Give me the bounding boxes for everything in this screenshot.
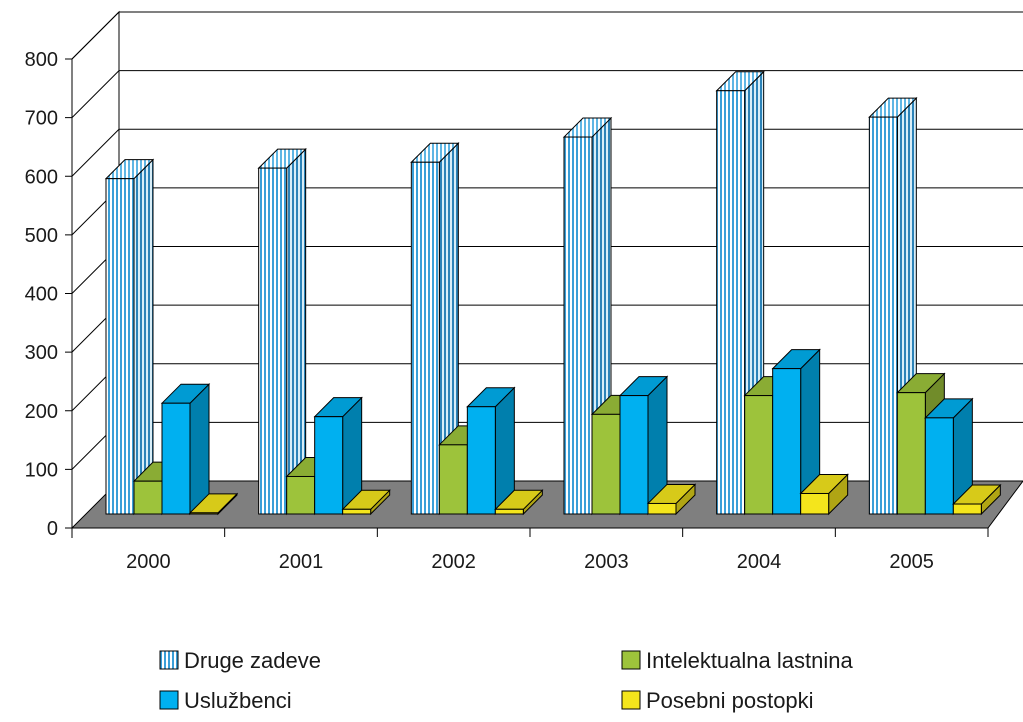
bar [799,473,849,516]
x-tick-label: 2003 [584,551,629,573]
bar [313,396,363,516]
gridline-side [71,128,120,177]
legend-item: Uslužbenci [159,688,292,713]
bar [618,375,669,516]
x-tick-label: 2000 [126,551,171,573]
bar [466,386,516,516]
legend-swatch [159,650,179,670]
bar [494,489,544,516]
bar [952,483,1002,516]
x-tick-label: 2005 [889,551,934,573]
legend-label: Uslužbenci [184,688,292,713]
y-tick-label: 0 [47,518,58,540]
y-tick-label: 500 [25,225,58,247]
bar [257,147,307,516]
x-tick-label: 2001 [279,551,324,573]
bar [341,489,391,516]
legend-item: Druge zadeve [159,648,321,673]
bar [646,483,697,516]
legend-item: Intelektualna lastnina [621,648,853,673]
y-tick-label: 700 [25,108,58,130]
bar [410,142,460,516]
chart-legend: Druge zadeve Intelektualna lastnina Uslužb… [159,648,853,713]
y-tick-label: 300 [25,342,58,364]
x-tick-label: 2004 [737,551,782,573]
x-tick-label: 2002 [431,551,476,573]
legend-label: Intelektualna lastnina [646,648,853,673]
y-tick-label: 400 [25,284,58,306]
legend-item: Posebni postopki [621,688,814,713]
y-tick-label: 800 [25,49,58,71]
legend-swatch [159,690,179,710]
gridline-side [71,11,120,60]
gridline-side [71,70,120,118]
bar [771,348,821,516]
legend-swatch [621,650,641,670]
y-tick-label: 200 [25,401,58,423]
chart-axes: 0 100 200 300 400 500 600 700 800 2000 2001 2002 200… [25,49,989,573]
chart-bars [104,70,1002,516]
legend-swatch [621,690,641,710]
bar [188,492,239,516]
y-tick-label: 100 [25,459,58,481]
y-tick-label: 600 [25,166,58,188]
legend-label: Posebni postopki [646,688,814,713]
legend-label: Druge zadeve [184,648,321,673]
bar [104,158,155,516]
bar [160,382,211,516]
